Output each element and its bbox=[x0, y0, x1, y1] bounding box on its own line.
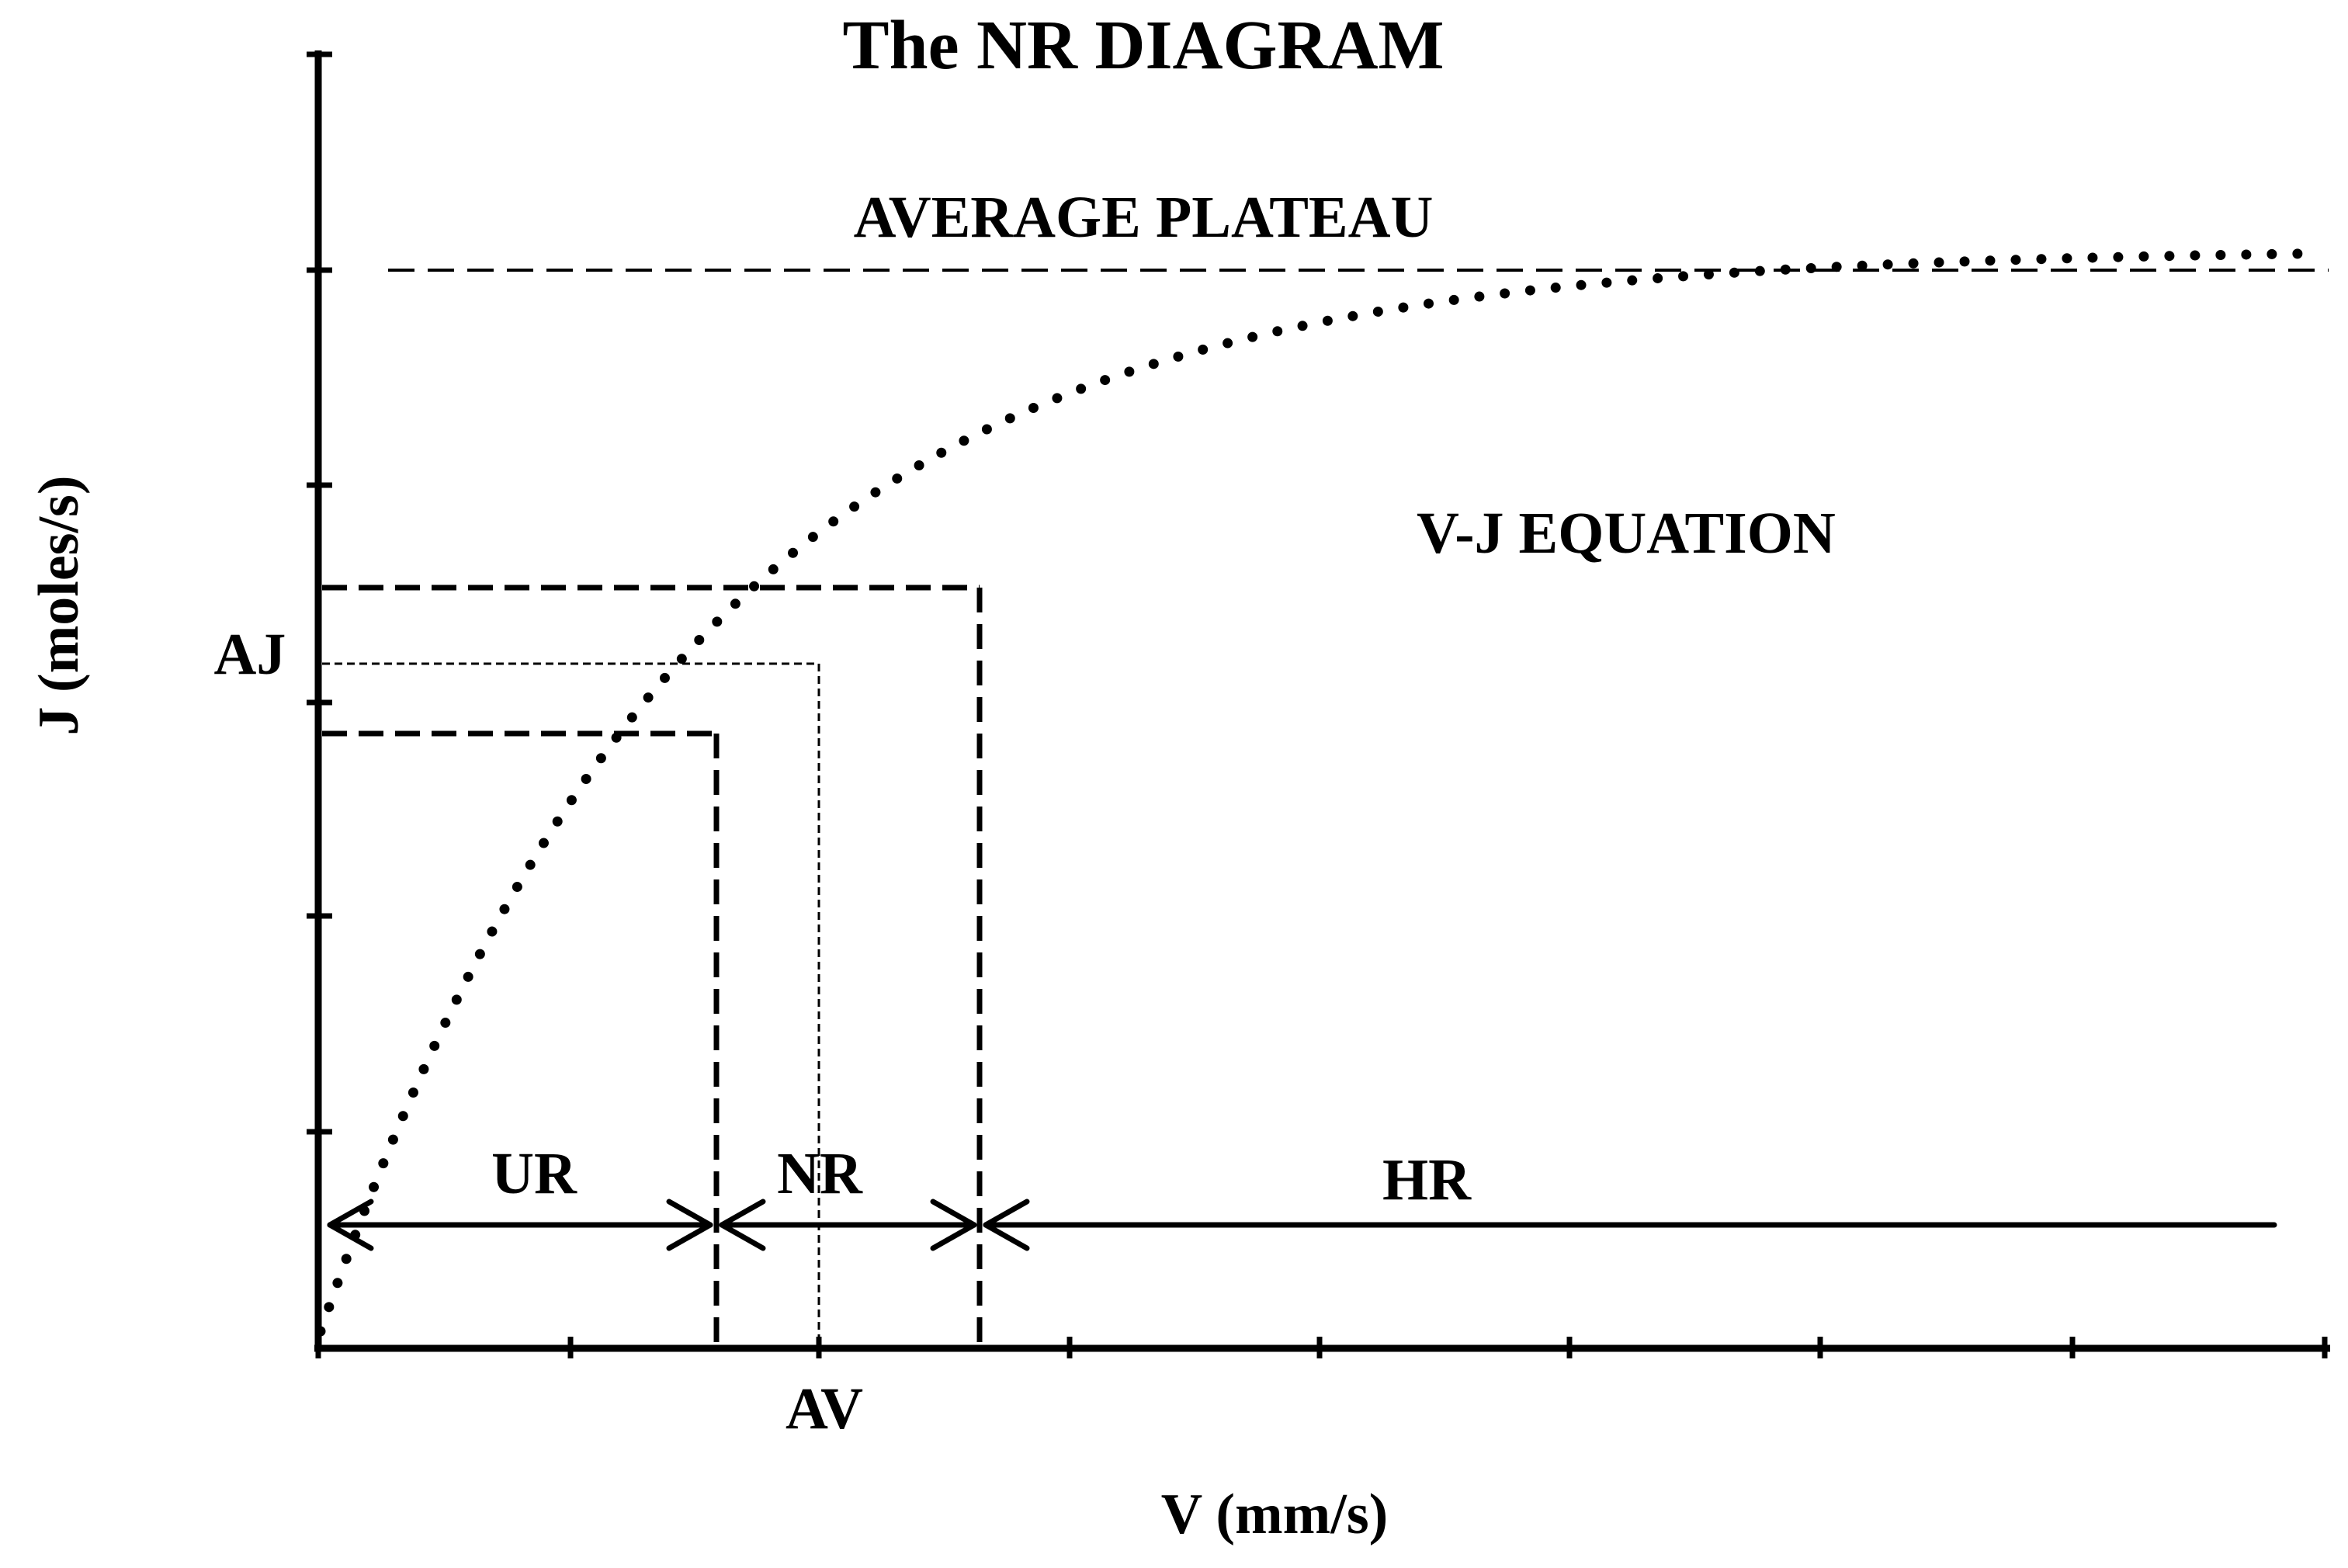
reference-lines bbox=[322, 585, 983, 1348]
nr-arrow bbox=[719, 1199, 977, 1251]
plateau-label: AVERAGE PLATEAU bbox=[854, 185, 1434, 250]
diagram-title: The NR DIAGRAM bbox=[843, 7, 1445, 84]
y-axis-ticks bbox=[307, 51, 332, 1135]
aj-label: AJ bbox=[214, 622, 286, 687]
hr-arrow bbox=[983, 1199, 2277, 1251]
x-axis-label: V (mm/s) bbox=[1161, 1483, 1389, 1546]
ur-arrow bbox=[327, 1199, 713, 1251]
region-label-nr: NR bbox=[777, 1141, 863, 1206]
region-label-hr: HR bbox=[1382, 1147, 1472, 1212]
y-axis-label: J (moles/s) bbox=[27, 476, 91, 736]
region-label-ur: UR bbox=[491, 1141, 577, 1206]
vj-equation-curve bbox=[315, 248, 2324, 1337]
curve-label: V-J EQUATION bbox=[1417, 501, 1836, 566]
region-arrows bbox=[327, 1199, 2277, 1251]
av-label: AV bbox=[786, 1376, 863, 1441]
